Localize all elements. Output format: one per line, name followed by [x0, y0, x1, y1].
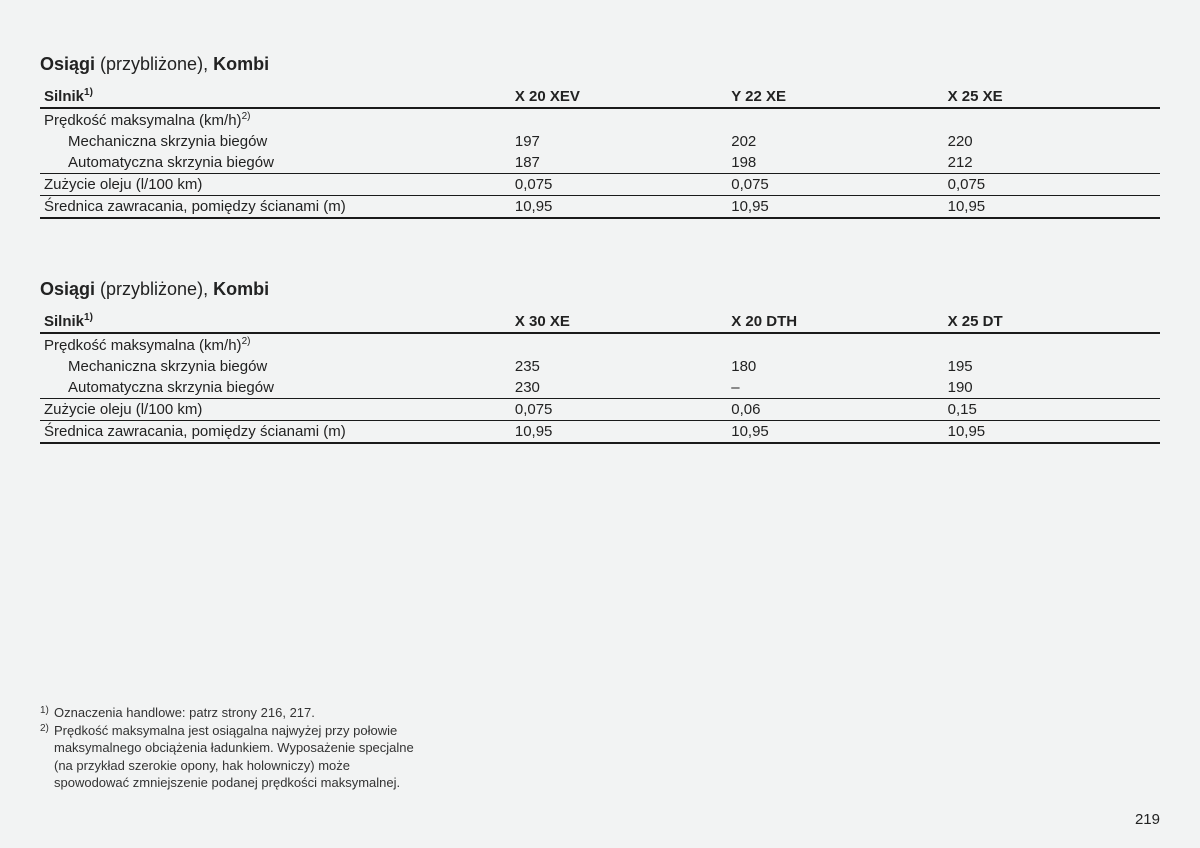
header-label: Silnik1)	[40, 85, 511, 108]
table-row: Mechaniczna skrzynia biegów 235 180 195	[40, 356, 1160, 377]
table-row: Zużycie oleju (l/100 km) 0,075 0,06 0,15	[40, 399, 1160, 421]
table-row: Średnica zawracania, pomiędzy ścianami (…	[40, 421, 1160, 444]
cell: 10,95	[727, 196, 943, 219]
cell	[944, 108, 1160, 131]
row-label: Zużycie oleju (l/100 km)	[40, 399, 511, 421]
cell	[511, 333, 727, 356]
engine-col: X 20 XEV	[511, 85, 727, 108]
table-header-row: Silnik1) X 30 XE X 20 DTH X 25 DT	[40, 310, 1160, 333]
cell: 212	[944, 152, 1160, 174]
row-label: Automatyczna skrzynia biegów	[40, 152, 511, 174]
table-row: Zużycie oleju (l/100 km) 0,075 0,075 0,0…	[40, 174, 1160, 196]
cell: 10,95	[944, 421, 1160, 444]
footnote-text: Prędkość maksymalna jest osiągalna najwy…	[54, 722, 420, 792]
row-label: Średnica zawracania, pomiędzy ścianami (…	[40, 196, 511, 219]
cell: 197	[511, 131, 727, 152]
table-row: Prędkość maksymalna (km/h)2)	[40, 108, 1160, 131]
footnotes: 1) Oznaczenia handlowe: patrz strony 216…	[40, 704, 420, 792]
cell: 10,95	[511, 196, 727, 219]
header-label: Silnik1)	[40, 310, 511, 333]
row-label: Mechaniczna skrzynia biegów	[40, 356, 511, 377]
engine-col: X 20 DTH	[727, 310, 943, 333]
cell: 187	[511, 152, 727, 174]
section-title-2: Osiągi (przybliżone), Kombi	[40, 279, 1160, 300]
cell: 0,075	[511, 174, 727, 196]
engine-col: X 25 DT	[944, 310, 1160, 333]
title-thin: (przybliżone),	[95, 54, 213, 74]
section-title-1: Osiągi (przybliżone), Kombi	[40, 54, 1160, 75]
engine-col: X 25 XE	[944, 85, 1160, 108]
cell: 190	[944, 377, 1160, 399]
cell: 220	[944, 131, 1160, 152]
cell: 0,075	[727, 174, 943, 196]
table-header-row: Silnik1) X 20 XEV Y 22 XE X 25 XE	[40, 85, 1160, 108]
cell: 230	[511, 377, 727, 399]
page-number: 219	[1135, 811, 1160, 828]
table-row: Automatyczna skrzynia biegów 187 198 212	[40, 152, 1160, 174]
cell	[511, 108, 727, 131]
cell: 235	[511, 356, 727, 377]
cell: 202	[727, 131, 943, 152]
cell: 195	[944, 356, 1160, 377]
engine-col: Y 22 XE	[727, 85, 943, 108]
cell	[944, 333, 1160, 356]
row-label: Średnica zawracania, pomiędzy ścianami (…	[40, 421, 511, 444]
cell: –	[727, 377, 943, 399]
table-row: Średnica zawracania, pomiędzy ścianami (…	[40, 196, 1160, 219]
table-row: Automatyczna skrzynia biegów 230 – 190	[40, 377, 1160, 399]
cell: 10,95	[511, 421, 727, 444]
engine-col: X 30 XE	[511, 310, 727, 333]
footnote: 1) Oznaczenia handlowe: patrz strony 216…	[40, 704, 420, 722]
cell: 180	[727, 356, 943, 377]
spec-table-2: Silnik1) X 30 XE X 20 DTH X 25 DT Prędko…	[40, 310, 1160, 444]
title-thin: (przybliżone),	[95, 279, 213, 299]
cell: 10,95	[727, 421, 943, 444]
title-bold: Kombi	[213, 54, 269, 74]
cell: 198	[727, 152, 943, 174]
title-bold: Osiągi	[40, 279, 95, 299]
row-label: Automatyczna skrzynia biegów	[40, 377, 511, 399]
cell: 0,15	[944, 399, 1160, 421]
cell	[727, 333, 943, 356]
title-bold: Kombi	[213, 279, 269, 299]
row-label: Mechaniczna skrzynia biegów	[40, 131, 511, 152]
row-label: Prędkość maksymalna (km/h)2)	[40, 108, 511, 131]
row-label: Prędkość maksymalna (km/h)2)	[40, 333, 511, 356]
table-row: Mechaniczna skrzynia biegów 197 202 220	[40, 131, 1160, 152]
table-row: Prędkość maksymalna (km/h)2)	[40, 333, 1160, 356]
row-label: Zużycie oleju (l/100 km)	[40, 174, 511, 196]
cell: 0,06	[727, 399, 943, 421]
footnote-num: 1)	[40, 704, 54, 722]
footnote-text: Oznaczenia handlowe: patrz strony 216, 2…	[54, 704, 315, 722]
cell: 0,075	[944, 174, 1160, 196]
document-page: Osiągi (przybliżone), Kombi Silnik1) X 2…	[0, 0, 1200, 848]
cell: 10,95	[944, 196, 1160, 219]
spec-table-1: Silnik1) X 20 XEV Y 22 XE X 25 XE Prędko…	[40, 85, 1160, 219]
title-bold: Osiągi	[40, 54, 95, 74]
footnote: 2) Prędkość maksymalna jest osiągalna na…	[40, 722, 420, 792]
footnote-num: 2)	[40, 722, 54, 792]
cell	[727, 108, 943, 131]
cell: 0,075	[511, 399, 727, 421]
